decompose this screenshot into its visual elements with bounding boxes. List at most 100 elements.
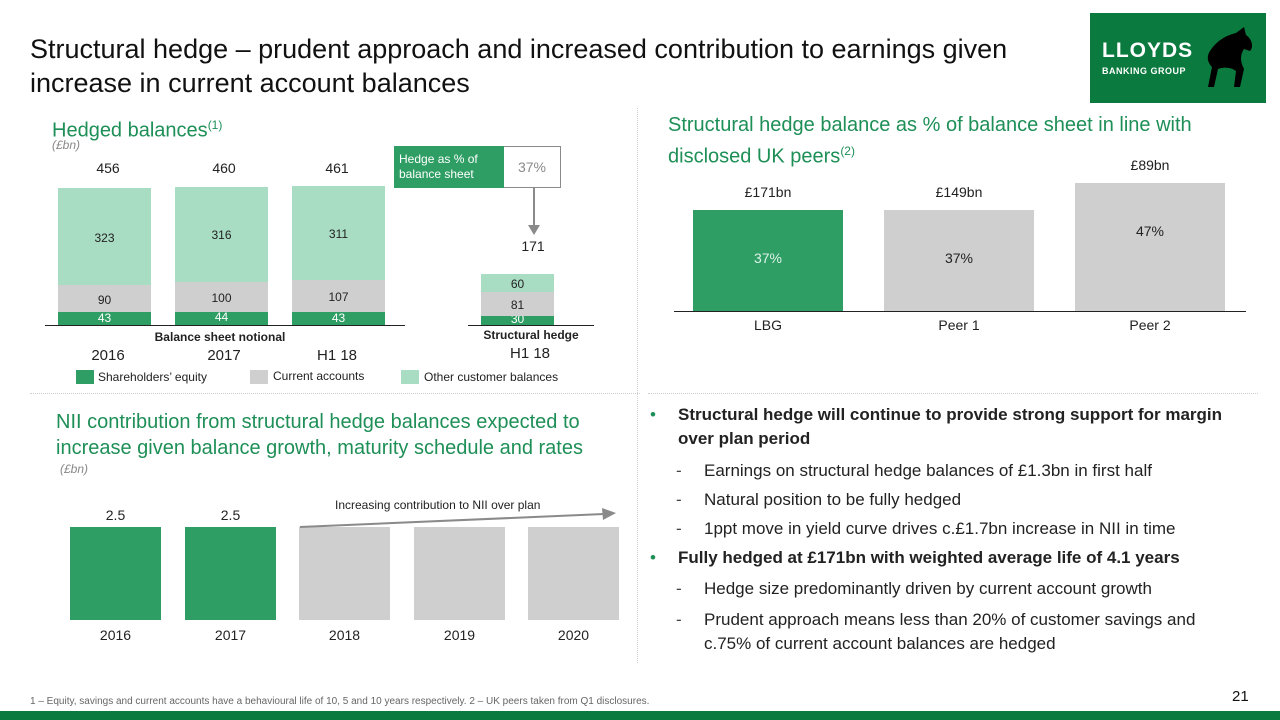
peer-balance-label: £89bn	[1130, 157, 1170, 173]
segment-value-label: 323	[94, 230, 115, 245]
nii-chart-title: NII contribution from structural hedge b…	[56, 411, 583, 459]
bullet-text-7: Prudent approach means less than 20% of …	[704, 610, 1196, 653]
nii-category-label: 2016	[99, 627, 132, 643]
peer-category-label: Peer 1	[938, 317, 980, 333]
bullet-marker: -	[676, 579, 682, 598]
down-arrow-icon	[528, 187, 540, 235]
bar-segment	[481, 291, 554, 316]
bar-segment	[481, 315, 554, 325]
nii-bar	[185, 527, 276, 620]
page-title: Structural hedge – prudent approach and …	[30, 34, 1008, 98]
axis-label-2016: 2016	[91, 347, 125, 364]
segment-value-label: 30	[510, 312, 525, 327]
logo-subtitle: BANKING GROUP	[1102, 66, 1187, 76]
horizontal-divider-left	[30, 393, 640, 394]
hedge-callout-value: 37%	[504, 146, 561, 188]
peer-bar	[693, 210, 843, 311]
legend-swatch-equity	[76, 370, 94, 384]
peer-bar	[1075, 183, 1225, 311]
hedge-callout-label: Hedge as % of balance sheet	[399, 152, 478, 181]
peer-value-label: 47%	[1135, 223, 1165, 239]
hedged-balances-title: Hedged balances(1)	[52, 112, 222, 144]
segment-value-label: 107	[328, 290, 349, 304]
legend-swatch-current	[250, 370, 268, 384]
bar-segment	[58, 312, 151, 325]
segment-value-label: 311	[328, 227, 349, 242]
horse-icon	[1207, 27, 1253, 87]
peers-baseline	[674, 311, 1246, 312]
nii-category-label: 2020	[557, 627, 590, 643]
peer-value-label: 37%	[944, 250, 974, 267]
bullet-item-6: - Hedge size predominantly driven by cur…	[676, 577, 1260, 601]
bullet-marker: •	[650, 548, 656, 567]
peers-chart-title: Structural hedge balance as % of balance…	[668, 112, 1248, 170]
nii-value-label: 2.5	[220, 507, 241, 523]
hedged-balances-title-text: Hedged balances	[52, 119, 208, 142]
nii-category-label: 2019	[443, 627, 476, 643]
peer-balance-label: £171bn	[744, 184, 792, 201]
peers-chart-title-sup: (2)	[840, 144, 855, 158]
nii-category-label: 2017	[214, 627, 247, 643]
legend-swatch-other	[401, 370, 419, 384]
nii-category-label: 2018	[328, 627, 361, 643]
bar-segment	[175, 311, 268, 325]
nii-bar-projected	[414, 527, 505, 620]
bullet-list: • Structural hedge will continue to prov…	[650, 403, 1260, 656]
bullet-text-3: Natural position to be fully hedged	[704, 490, 962, 509]
total-label-hedge: 171	[521, 238, 545, 254]
nii-bar	[70, 527, 161, 620]
peer-category-label: LBG	[753, 317, 782, 333]
bar-segment	[481, 273, 554, 292]
nii-value-label: 2.5	[105, 507, 126, 523]
bullet-marker: •	[650, 405, 656, 424]
nii-chart: 2.5 2016 2.5 2017 2018 2019 2020	[0, 0, 640, 660]
peer-value-label: 37%	[753, 250, 783, 267]
legend-label-other: Other customer balances	[424, 370, 559, 384]
bullet-marker: -	[676, 610, 682, 629]
nii-bar-projected	[299, 527, 390, 620]
axis-label-2017: 2017	[207, 347, 241, 364]
bullet-marker: -	[676, 490, 682, 509]
bullet-item-3: - Natural position to be fully hedged	[676, 488, 1260, 512]
bullet-text-5: Fully hedged at £171bn with weighted ave…	[678, 548, 1180, 567]
footnote: 1 – Equity, savings and current accounts…	[30, 696, 650, 707]
bar-segment	[175, 281, 268, 312]
logo-wordmark: LLOYDS	[1102, 39, 1194, 62]
hedged-balances-title-sup: (1)	[207, 118, 223, 132]
hedged-balances-chart: 456 460 461 171 Balance sheet notional S…	[0, 0, 640, 395]
peers-chart-title-text: Structural hedge balance as % of balance…	[668, 114, 1192, 168]
segment-value-label: 60	[510, 276, 525, 291]
bullet-item-1: • Structural hedge will continue to prov…	[650, 403, 1260, 451]
bullet-text-2: Earnings on structural hedge balances of…	[704, 461, 1152, 480]
total-label-2017: 460	[212, 160, 236, 176]
segment-value-label: 81	[510, 297, 525, 312]
peer-category-label: Peer 2	[1129, 317, 1171, 333]
bullet-item-5: • Fully hedged at £171bn with weighted a…	[650, 546, 1260, 570]
bullet-item-7: - Prudent approach means less than 20% o…	[676, 608, 1260, 656]
horizontal-divider-right	[648, 393, 1258, 394]
total-label-2016: 456	[96, 160, 120, 176]
segment-value-label: 43	[331, 310, 346, 325]
nii-chart-unit: (£bn)	[60, 462, 89, 476]
baseline-balance-sheet	[45, 325, 405, 326]
axis-label-h118: H1 18	[316, 347, 358, 364]
legend-label-current: Current accounts	[273, 369, 365, 383]
axis-label-hedge-h118: H1 18	[509, 345, 551, 362]
hedged-balances-unit: (£bn)	[52, 138, 81, 152]
lloyds-logo: LLOYDS BANKING GROUP	[1090, 13, 1266, 103]
segment-value-label: 90	[97, 292, 112, 307]
bullet-text-6: Hedge size predominantly driven by curre…	[704, 579, 1152, 598]
vertical-divider	[637, 108, 638, 663]
baseline-structural-hedge	[468, 325, 594, 326]
legend-label-equity: Shareholders’ equity	[98, 370, 207, 384]
peer-bar	[884, 210, 1034, 311]
bullet-item-4: - 1ppt move in yield curve drives c.£1.7…	[676, 517, 1260, 541]
peers-chart: 37% £171bn LBG 37% £149bn Peer 1 47% £89bn Peer …	[693, 157, 1225, 333]
bullet-marker: -	[676, 519, 682, 538]
bullet-text-4: 1ppt move in yield curve drives c.£1.7bn…	[704, 519, 1176, 538]
group-label-structural-hedge: Structural hedge	[483, 328, 579, 342]
segment-value-label: 44	[214, 310, 229, 325]
bar-segment	[292, 312, 385, 325]
segment-value-label: 43	[97, 310, 112, 325]
bullet-item-2: - Earnings on structural hedge balances …	[676, 459, 1260, 483]
